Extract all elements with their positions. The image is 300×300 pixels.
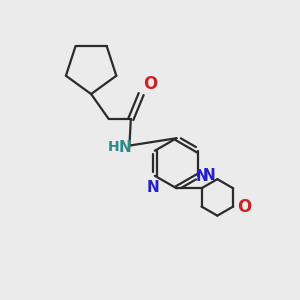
Text: N: N (195, 169, 208, 184)
Text: N: N (147, 180, 160, 195)
Text: N: N (202, 168, 215, 183)
Text: H: H (107, 140, 119, 154)
Text: N: N (118, 140, 131, 154)
Text: O: O (238, 197, 252, 215)
Text: O: O (142, 75, 157, 93)
